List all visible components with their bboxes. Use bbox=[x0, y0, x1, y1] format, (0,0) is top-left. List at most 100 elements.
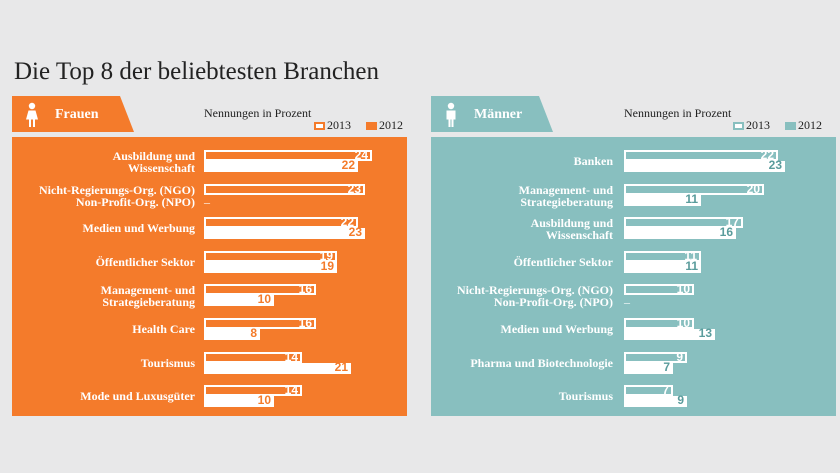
category-label-line: Banken bbox=[573, 154, 613, 168]
maenner-row: Pharma und Biotechnologie 9 7 bbox=[431, 349, 836, 382]
data-label: 10 bbox=[257, 292, 271, 307]
maenner-bar-2012: 11 bbox=[624, 192, 701, 206]
data-label: 14 bbox=[284, 349, 298, 364]
maenner-bar-2012: 16 bbox=[624, 225, 736, 240]
category-label-line: Medien und Werbung bbox=[82, 221, 195, 236]
category-label-line: Ausbildung und bbox=[112, 149, 195, 163]
category-label-line: Strategieberatung bbox=[102, 295, 195, 310]
frauen-bar-2013: 19 bbox=[204, 249, 337, 262]
category-label-line: Strategieberatung bbox=[520, 194, 613, 209]
frauen-bar-2013: 14 bbox=[204, 349, 302, 364]
frauen-bar-2013: 22 bbox=[204, 215, 358, 230]
category-label-line: Öffentlicher Sektor bbox=[95, 254, 195, 269]
data-label: 22 bbox=[341, 158, 355, 172]
data-label: 8 bbox=[250, 326, 257, 340]
data-label: 23 bbox=[768, 158, 782, 172]
data-label: 17 bbox=[725, 215, 739, 230]
frauen-axis-note: Nennungen in Prozent bbox=[204, 106, 312, 120]
data-label: 22 bbox=[340, 215, 354, 230]
data-label: 21 bbox=[334, 359, 348, 374]
category-label: Medien und Werbung bbox=[433, 323, 613, 335]
frauen-tab-shape bbox=[12, 96, 134, 132]
frauen-row: Tourismus 14 21 bbox=[12, 349, 407, 382]
category-label-line: Wissenschaft bbox=[545, 228, 613, 243]
data-label: 11 bbox=[685, 258, 698, 273]
category-label-line: Wissenschaft bbox=[127, 161, 195, 175]
maenner-label: Männer bbox=[474, 107, 523, 122]
category-label: Nicht-Regierungs-Org. (NGO) Non-Profit-Or… bbox=[15, 184, 195, 208]
category-label-line: Medien und Werbung bbox=[500, 322, 613, 336]
category-label-line: Nicht-Regierungs-Org. (NGO) bbox=[457, 283, 613, 298]
frauen-row: Nicht-Regierungs-Org. (NGO) Non-Profit-Or… bbox=[12, 181, 407, 214]
maenner-bar-2012: 11 bbox=[624, 258, 701, 273]
data-label: 24 bbox=[354, 148, 368, 162]
maenner-tab-shape bbox=[431, 96, 553, 132]
maenner-bar-2012: 23 bbox=[624, 158, 785, 172]
maenner-tab: Männer bbox=[431, 96, 553, 132]
frauen-row: Ausbildung und Wissenschaft 24 22 bbox=[12, 148, 407, 180]
data-label: 10 bbox=[676, 282, 690, 297]
data-label: 23 bbox=[347, 181, 361, 196]
frauen-row: Öffentlicher Sektor 19 19 bbox=[12, 249, 407, 281]
frauen-row: Mode und Luxusgüter 14 10 bbox=[12, 384, 407, 415]
frauen-tab: Frauen bbox=[12, 96, 134, 132]
frauen-chart-panel: Ausbildung und Wissenschaft 24 22 Nicht-Regi… bbox=[12, 137, 407, 416]
data-label: 16 bbox=[298, 316, 312, 330]
data-label: 7 bbox=[662, 383, 669, 398]
maenner-row: Medien und Werbung 10 13 bbox=[431, 317, 836, 348]
data-label: 7 bbox=[663, 359, 670, 374]
frauen-bar-2013: 23 bbox=[204, 181, 365, 196]
frauen-bar-2013: 16 bbox=[204, 316, 316, 330]
frauen-bar-2012: 19 bbox=[204, 259, 337, 273]
chart-title: Die Top 8 der beliebtesten Branchen bbox=[14, 58, 380, 85]
maenner-legend-2012: 2012 bbox=[785, 118, 822, 133]
category-label-line: Non-Profit-Org. (NPO) bbox=[493, 295, 613, 310]
maenner-bar-2012: 13 bbox=[624, 327, 715, 340]
frauen-bar-2013: 16 bbox=[204, 283, 316, 296]
maenner-bar-2013: 11 bbox=[624, 249, 701, 262]
category-label: Banken bbox=[433, 155, 613, 167]
category-label: Nicht-Regierungs-Org. (NGO) Non-Profit-Or… bbox=[433, 284, 613, 308]
maenner-bar-2013: 7 bbox=[624, 383, 673, 398]
frauen-bar-2012: 8 bbox=[204, 326, 260, 340]
woman-icon bbox=[26, 102, 38, 127]
category-label: Medien und Werbung bbox=[15, 222, 195, 234]
category-label: Ausbildung und Wissenschaft bbox=[433, 217, 613, 241]
frauen-bar-2012: 10 bbox=[204, 292, 274, 307]
maenner-bar-2013: 22 bbox=[624, 148, 778, 162]
frauen-row: Management- und Strategieberatung 16 10 bbox=[12, 283, 407, 314]
frauen-legend-2013: 2013 bbox=[314, 118, 351, 133]
category-label: Pharma und Biotechnologie bbox=[433, 357, 613, 369]
maenner-row: Management- und Strategieberatung 20 11 bbox=[431, 182, 836, 214]
category-label: Tourismus bbox=[15, 357, 195, 369]
category-label: Management- und Strategieberatung bbox=[433, 184, 613, 208]
maenner-bar-2013: 20 bbox=[624, 182, 764, 195]
missing-value-marker: – bbox=[204, 194, 210, 209]
frauen-bar-2013: 24 bbox=[204, 148, 372, 162]
data-label: 23 bbox=[348, 225, 362, 240]
frauen-bar-2012: 21 bbox=[204, 359, 351, 374]
category-label-line: Health Care bbox=[132, 322, 195, 336]
frauen-legend-2012: 2012 bbox=[366, 118, 403, 133]
maenner-row: Nicht-Regierungs-Org. (NGO) Non-Profit-Or… bbox=[431, 282, 836, 314]
category-label: Öffentlicher Sektor bbox=[15, 256, 195, 268]
maenner-row: Ausbildung und Wissenschaft 17 16 bbox=[431, 215, 836, 247]
frauen-bar-2012: 22 bbox=[204, 158, 358, 172]
maenner-row: Banken 22 23 bbox=[431, 148, 836, 180]
data-label: 16 bbox=[719, 225, 733, 240]
category-label-line: Ausbildung und bbox=[530, 216, 613, 231]
maenner-legend-2013: 2013 bbox=[733, 118, 770, 133]
data-label: 9 bbox=[677, 393, 684, 408]
maenner-bar-2012: 9 bbox=[624, 393, 687, 408]
category-label: Mode und Luxusgüter bbox=[15, 390, 195, 402]
category-label-line: Öffentlicher Sektor bbox=[513, 254, 613, 269]
data-label: 22 bbox=[760, 148, 774, 162]
maenner-bar-2013: 17 bbox=[624, 215, 743, 230]
data-label: 10 bbox=[257, 393, 271, 408]
man-icon bbox=[446, 102, 456, 127]
frauen-bar-2012: 23 bbox=[204, 225, 365, 240]
category-label: Health Care bbox=[15, 323, 195, 335]
data-label: 9 bbox=[676, 349, 683, 364]
maenner-bar-2013: 9 bbox=[624, 349, 687, 364]
maenner-row: Öffentlicher Sektor 11 11 bbox=[431, 249, 836, 281]
